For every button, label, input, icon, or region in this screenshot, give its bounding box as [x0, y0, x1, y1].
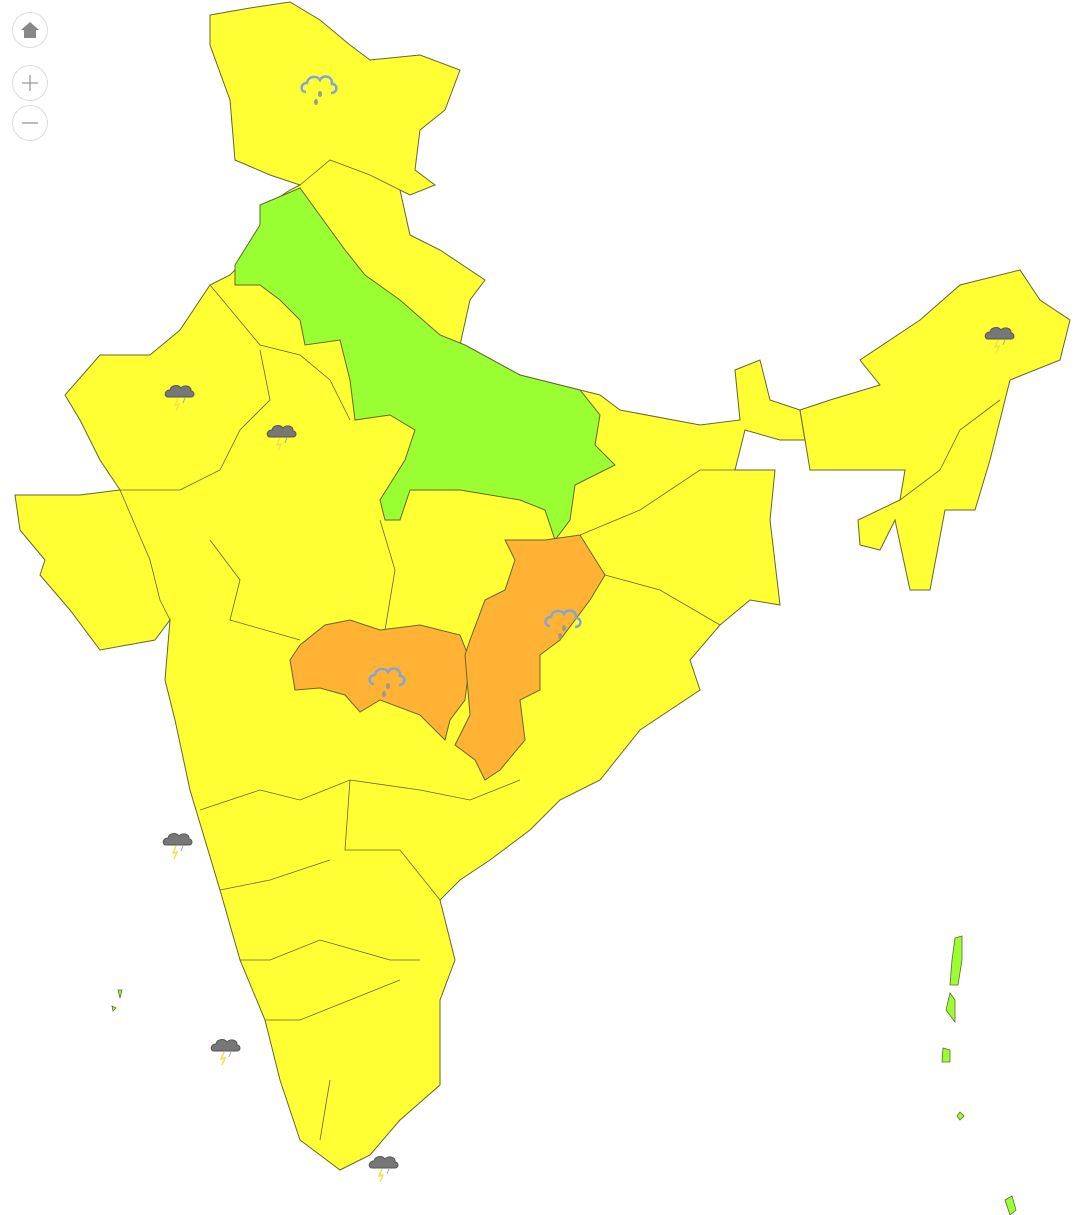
internal-borders: [119, 159, 1001, 1141]
thunderstorm-icon: [210, 1038, 241, 1066]
thunderstorm-icon: [368, 1155, 399, 1183]
zoom-out-button[interactable]: [12, 105, 48, 141]
region-orange-west-central[interactable]: [289, 619, 471, 741]
home-button[interactable]: [12, 12, 48, 48]
islands-green[interactable]: [111, 935, 1017, 1215]
region-orange-east-central[interactable]: [454, 534, 606, 781]
region-yellow-mainland[interactable]: [14, 1, 806, 1171]
region-yellow-northeast[interactable]: [799, 269, 1071, 591]
zoom-out-icon: [22, 122, 38, 124]
home-icon: [21, 22, 39, 38]
zoom-in-button[interactable]: [12, 65, 48, 101]
thunderstorm-icon: [162, 832, 193, 860]
zoom-in-icon: [22, 75, 38, 91]
region-green-north[interactable]: [234, 187, 616, 542]
